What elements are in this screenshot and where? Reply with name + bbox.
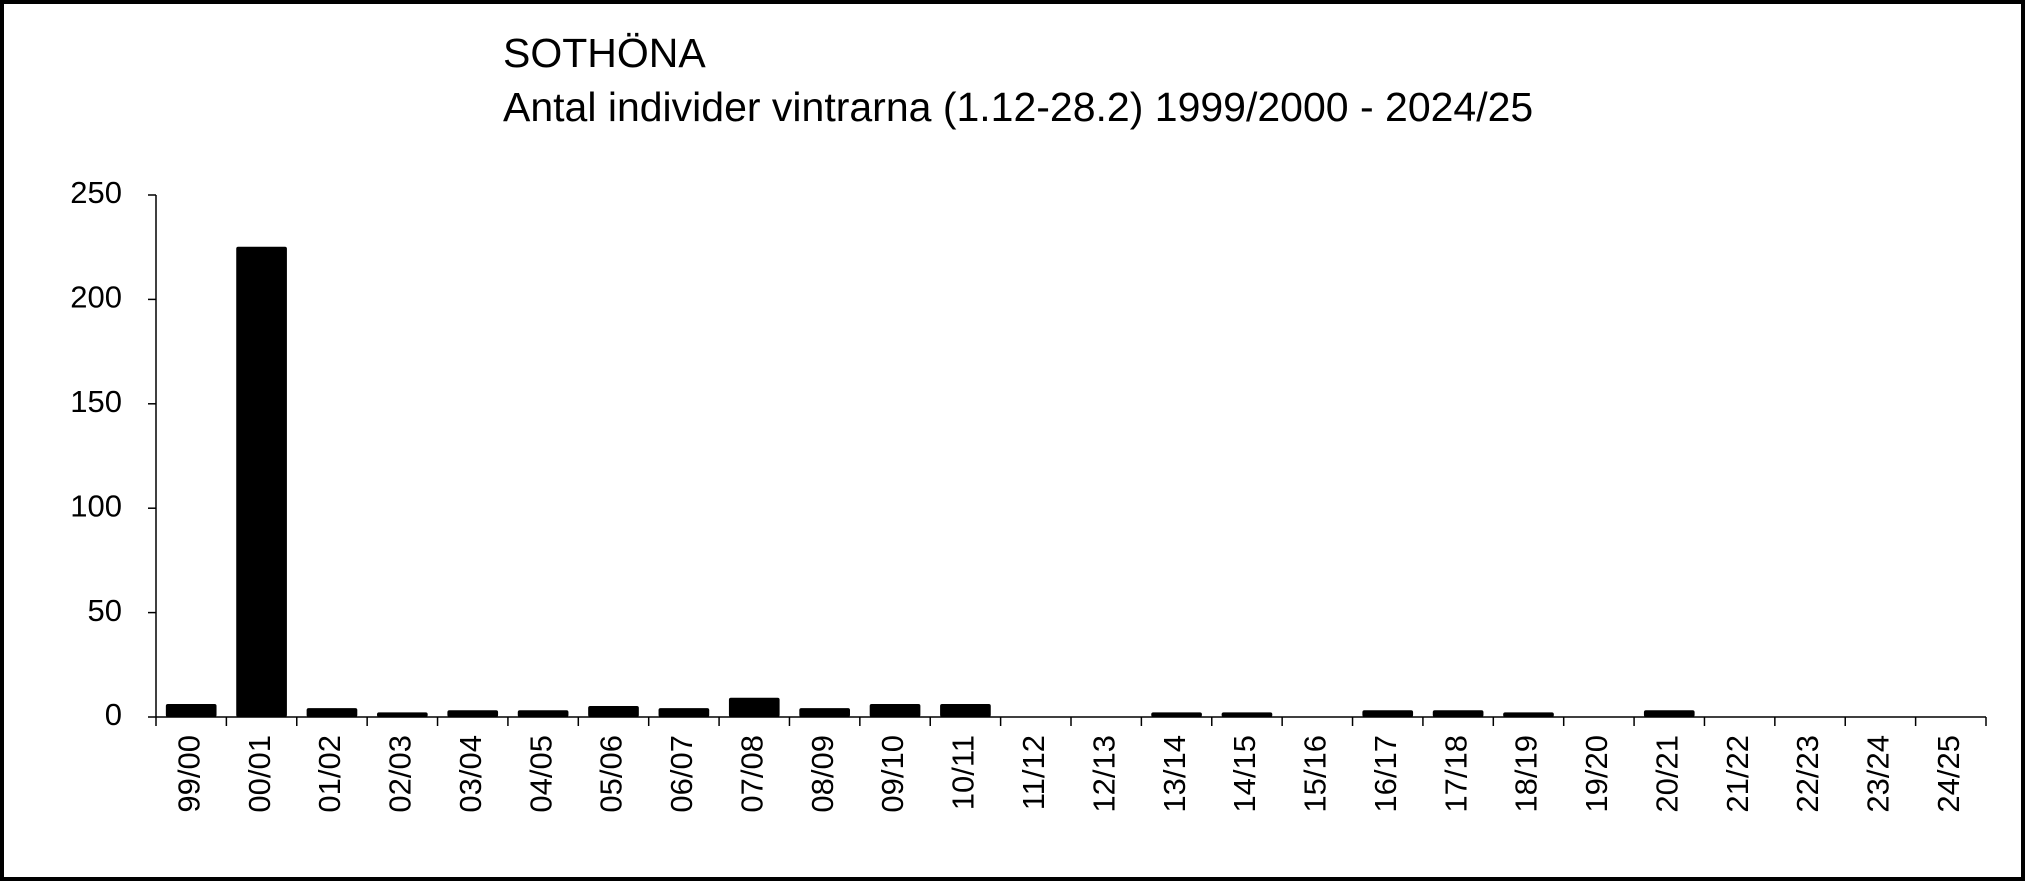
bar [1573, 716, 1625, 717]
x-tick-label: 16/17 [1368, 735, 1403, 813]
y-tick-label: 200 [70, 280, 122, 315]
bar [1080, 716, 1132, 717]
x-tick-label: 01/02 [312, 735, 347, 813]
bar [306, 708, 358, 717]
bar [236, 246, 287, 717]
x-tick-label: 19/20 [1579, 735, 1614, 813]
y-tick-label: 150 [70, 384, 122, 419]
x-tick-label: 23/24 [1861, 735, 1896, 813]
x-tick-label: 08/09 [805, 735, 840, 813]
x-tick-label: 06/07 [664, 735, 699, 813]
bar [1151, 712, 1202, 717]
bar [1292, 716, 1343, 717]
x-tick-label: 11/12 [1016, 735, 1051, 810]
x-tick-label: 15/16 [1298, 735, 1333, 813]
bar [1714, 716, 1765, 717]
y-tick-label: 50 [88, 593, 122, 628]
bar [588, 706, 639, 717]
x-tick-label: 14/15 [1227, 735, 1262, 813]
x-tick-label: 99/00 [171, 735, 206, 813]
x-tick-label: 03/04 [453, 735, 488, 813]
chart-title: SOTHÖNA [503, 30, 706, 76]
bar [799, 708, 850, 717]
y-tick-label: 0 [105, 697, 122, 732]
x-tick-label: 09/10 [875, 735, 910, 813]
y-tick-label: 100 [70, 488, 122, 523]
bar [869, 703, 921, 717]
x-tick-label: 07/08 [734, 735, 769, 813]
bar [377, 712, 428, 717]
chart-subtitle: Antal individer vintrarna (1.12-28.2) 19… [503, 84, 1533, 130]
bar [728, 697, 780, 717]
x-tick-label: 10/11 [946, 735, 981, 810]
bar [1925, 716, 1977, 717]
bar [1362, 710, 1414, 717]
x-tick-label: 05/06 [594, 735, 629, 813]
bar [1643, 710, 1695, 717]
bar [1010, 716, 1062, 717]
x-tick-label: 21/22 [1720, 735, 1755, 813]
x-tick-label: 12/13 [1086, 735, 1121, 813]
x-tick-label: 17/18 [1438, 735, 1473, 813]
bar [1221, 712, 1273, 717]
x-tick-label: 02/03 [383, 735, 418, 813]
bar [517, 710, 569, 717]
y-tick-label: 250 [70, 175, 122, 210]
x-tick-label: 24/25 [1931, 735, 1966, 813]
x-tick-label: 20/21 [1649, 735, 1684, 813]
bar [940, 703, 991, 717]
x-tick-label: 18/19 [1509, 735, 1544, 813]
bar [1432, 710, 1484, 717]
x-tick-label: 00/01 [242, 735, 277, 813]
x-tick-label: 13/14 [1157, 735, 1192, 813]
bar [1855, 716, 1906, 717]
bar [1503, 712, 1554, 717]
bar [165, 703, 217, 717]
bar [447, 710, 499, 717]
bar [1784, 716, 1836, 717]
x-tick-label: 22/23 [1790, 735, 1825, 813]
bar [658, 708, 710, 717]
x-tick-label: 04/05 [523, 735, 558, 813]
